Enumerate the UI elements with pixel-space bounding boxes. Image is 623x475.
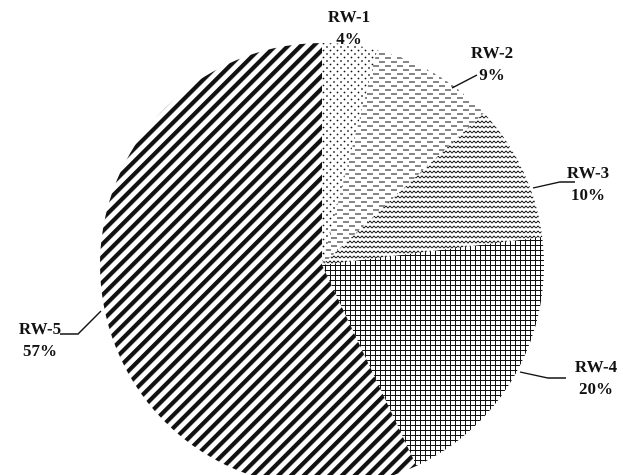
slice-name-label-rw-2: RW-2	[471, 43, 513, 62]
slice-percent-label-rw-3: 10%	[571, 185, 605, 204]
slice-percent-label-rw-1: 4%	[336, 29, 362, 48]
slice-percent-label-rw-4: 20%	[579, 379, 613, 398]
leader-line-rw-4	[519, 371, 566, 379]
pie-slice-rw-4	[322, 237, 544, 466]
pie-slice-rw-3	[322, 113, 543, 265]
pie-slice-rw-2	[322, 49, 484, 265]
slice-name-label-rw-4: RW-4	[575, 357, 618, 376]
pie-slices	[100, 42, 544, 475]
slice-percent-label-rw-5: 57%	[23, 341, 57, 360]
slice-name-label-rw-5: RW-5	[19, 319, 61, 338]
slice-name-label-rw-1: RW-1	[328, 7, 370, 26]
leader-line-rw-2	[451, 74, 478, 89]
pie-slice-rw-5	[100, 43, 417, 475]
pie-slice-rw-1	[322, 42, 378, 265]
leader-line-rw-3	[532, 181, 575, 189]
slice-percent-label-rw-2: 9%	[479, 65, 505, 84]
leader-line-rw-5	[60, 310, 102, 335]
pie-labels: RW-1 4% RW-2 9% RW-3 10% RW-4 20% RW-5 57%	[19, 7, 618, 398]
slice-name-label-rw-3: RW-3	[567, 163, 609, 182]
